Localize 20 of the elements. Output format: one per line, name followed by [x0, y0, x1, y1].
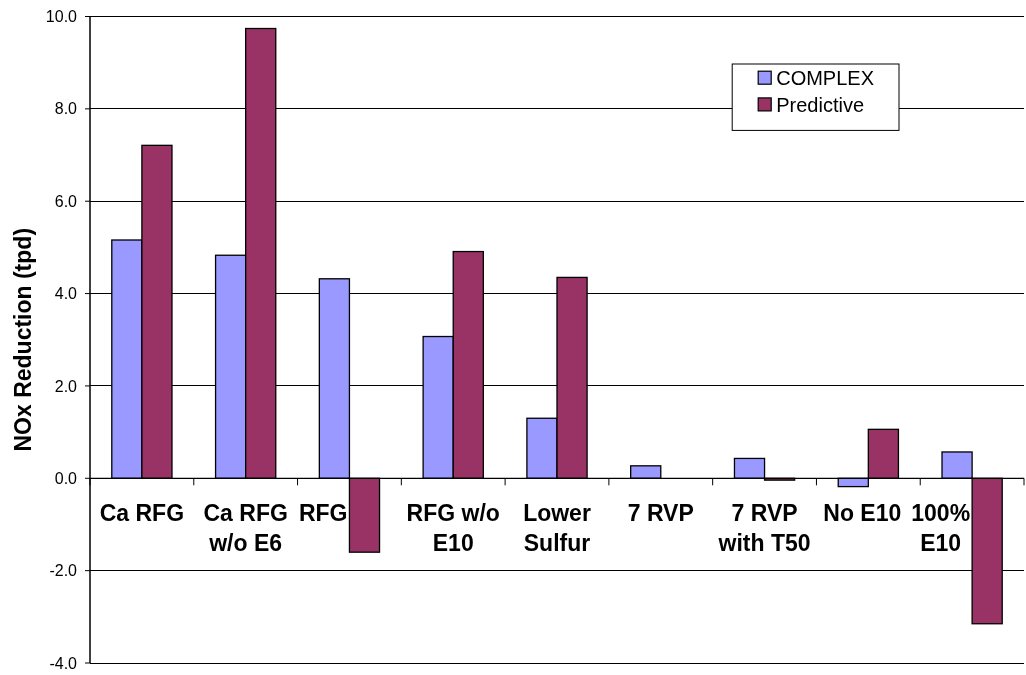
y-tick-label: 6.0 [54, 192, 78, 210]
x-tick-label: 7 RVP [627, 500, 694, 527]
y-tick-label: 10.0 [45, 8, 78, 26]
y-tick-label: 8.0 [54, 100, 78, 118]
y-tick-label: 4.0 [54, 285, 78, 303]
legend-label: COMPLEX [776, 66, 875, 89]
legend-label: Predictive [776, 93, 865, 116]
x-tick-label: Ca RFG w/o E6 [203, 500, 288, 557]
y-tick-label: 2.0 [54, 377, 78, 395]
y-tick-label: -4.0 [49, 654, 78, 672]
x-tick-label: Lower Sulfur [523, 500, 591, 557]
x-tick-label: Ca RFG [99, 500, 185, 527]
x-tick-label: No E10 [823, 500, 902, 527]
y-axis-title: NOx Reduction (tpd) [10, 227, 36, 452]
y-tick-label: 0.0 [54, 469, 78, 487]
x-tick-label: 100% E10 [911, 500, 971, 557]
x-tick-label: RFG [298, 500, 348, 527]
x-tick-label: RFG w/o E10 [406, 500, 500, 557]
x-tick-label: 7 RVP with T50 [717, 500, 811, 557]
y-tick-label: -2.0 [49, 562, 78, 580]
